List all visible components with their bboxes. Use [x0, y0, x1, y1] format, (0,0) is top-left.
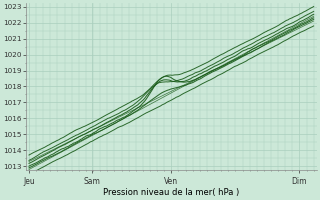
X-axis label: Pression niveau de la mer( hPa ): Pression niveau de la mer( hPa ): [103, 188, 239, 197]
